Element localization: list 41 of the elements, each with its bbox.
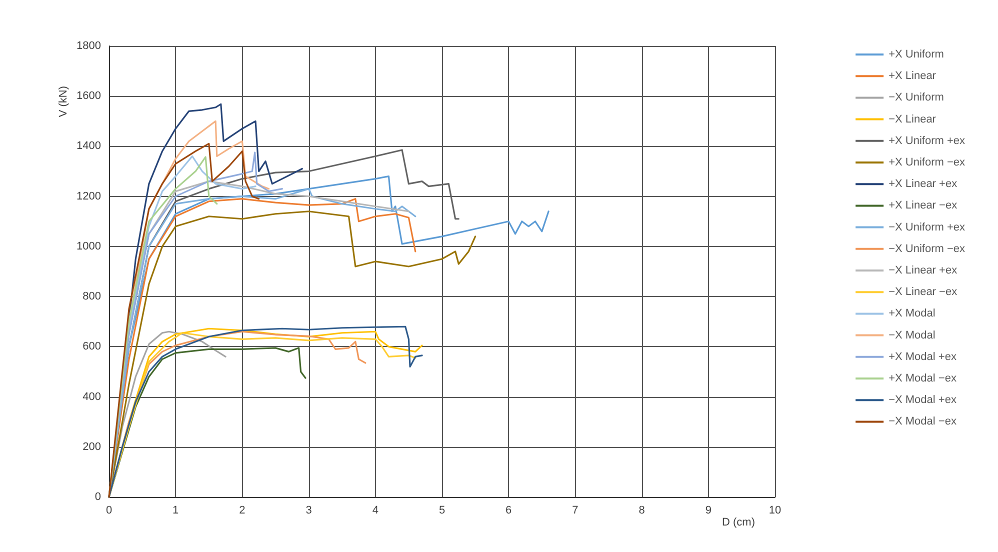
x-tick-label: 4 [372,504,378,516]
legend-label: −X Uniform −ex [888,242,966,255]
x-tick-label: 9 [705,504,712,516]
y-tick-label: 1200 [76,190,101,202]
x-tick-label: 6 [506,504,512,516]
x-axis-title: D (cm) [722,516,755,528]
x-tick-label: 8 [638,504,645,516]
x-tick-label: 1 [172,504,179,516]
y-tick-label: 1000 [76,240,101,252]
x-tick-label: 3 [306,504,312,516]
legend-label: −X Linear −ex [888,286,958,298]
y-tick-label: 400 [82,390,101,403]
legend-label: −X Uniform [888,92,944,104]
x-tick-label: 2 [239,504,246,516]
y-tick-label: 0 [94,491,101,503]
x-tick-label: 5 [438,504,446,516]
y-tick-label: 1600 [76,90,101,102]
y-tick-label: 800 [82,290,101,303]
y-axis-title: V (kN) [58,86,70,118]
legend-label: +X Modal [888,308,936,320]
legend-label: −X Modal −ex [888,416,957,428]
y-tick-label: 1400 [76,140,101,152]
legend-label: −X Linear +ex [888,264,958,276]
y-tick-label: 600 [82,340,101,353]
legend-label: −X Modal [888,329,936,342]
y-tick-label: 1800 [76,40,101,52]
legend-label: −X Linear [888,113,936,126]
legend-label: +X Linear −ex [888,200,958,212]
legend-label: −X Uniform +ex [888,221,966,234]
x-tick-label: 7 [572,504,578,516]
legend-label: +X Uniform −ex [888,156,966,168]
legend-label: +X Uniform [888,48,944,60]
legend-label: +X Modal −ex [888,372,957,384]
legend-label: +X Modal +ex [888,350,957,363]
legend-label: +X Linear +ex [888,178,958,190]
y-tick-label: 200 [82,440,101,453]
legend-label: −X Modal +ex [888,394,957,406]
x-tick-label: 0 [106,504,112,516]
legend-label: +X Linear [888,70,936,82]
legend-label: +X Uniform +ex [888,134,966,147]
x-tick-label: 10 [768,504,782,516]
